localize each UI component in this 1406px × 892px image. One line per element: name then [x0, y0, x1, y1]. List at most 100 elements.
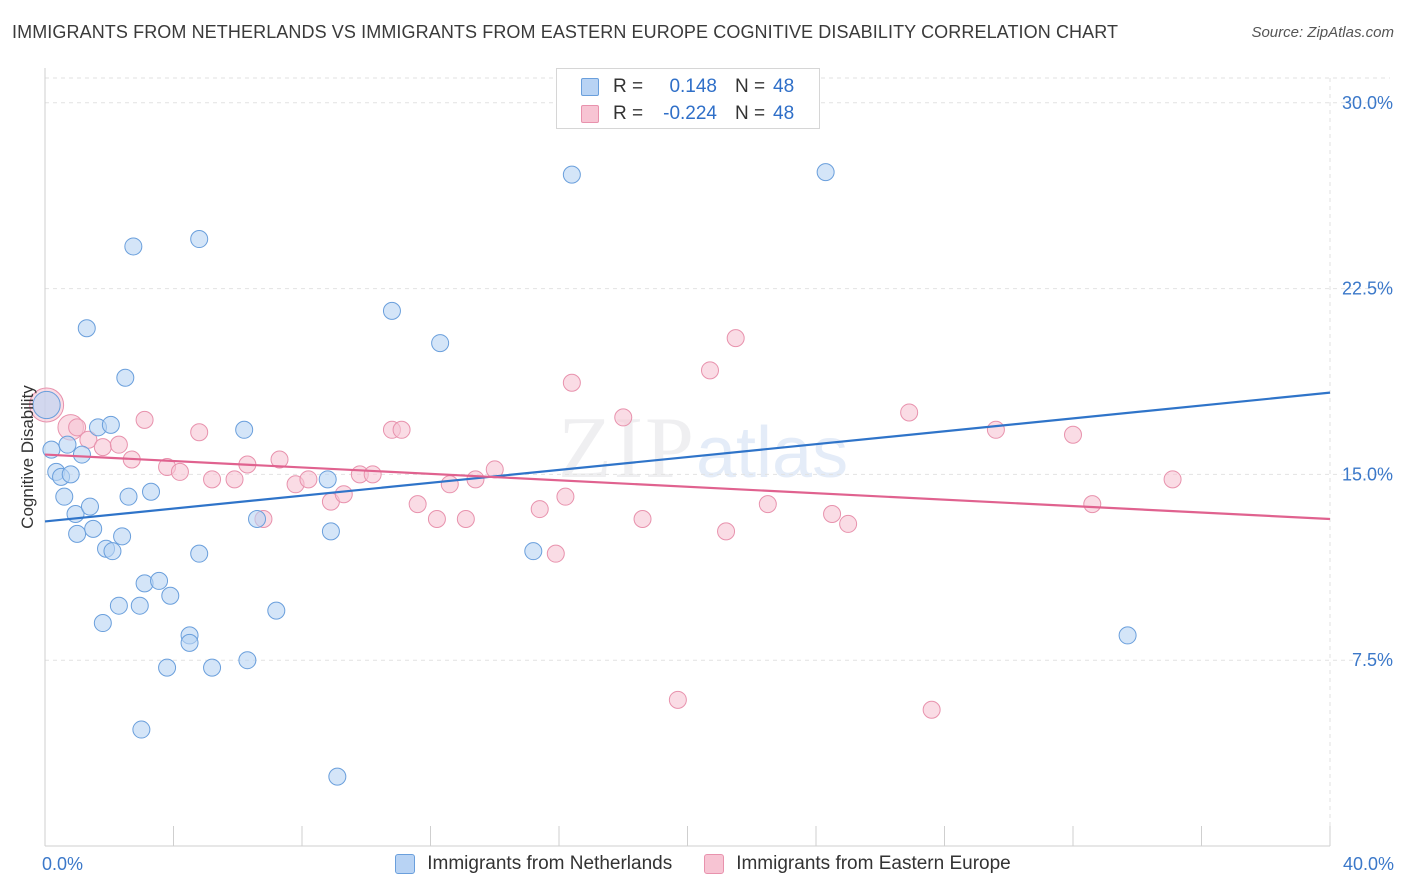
- source-label: Source: ZipAtlas.com: [1251, 24, 1394, 41]
- y-axis-label: Cognitive Disability: [18, 385, 37, 529]
- point-eastern-europe: [758, 495, 777, 514]
- point-eastern-europe: [270, 450, 289, 469]
- point-netherlands: [190, 544, 209, 563]
- legend-n-label: N =: [735, 103, 766, 124]
- point-netherlands: [142, 482, 161, 501]
- point-eastern-europe: [1064, 425, 1082, 444]
- point-eastern-europe: [68, 418, 87, 437]
- point-eastern-europe: [556, 487, 575, 506]
- point-netherlands: [328, 767, 347, 786]
- point-eastern-europe: [717, 522, 736, 541]
- point-netherlands: [161, 586, 180, 605]
- legend-row-netherlands: R = 0.148 N = 48: [581, 76, 794, 98]
- legend-r-value: 0.148: [669, 76, 717, 97]
- legend-r-label: R =: [613, 103, 644, 124]
- point-eastern-europe: [700, 361, 719, 380]
- point-netherlands: [132, 720, 151, 739]
- trend-line-netherlands: [44, 391, 1331, 523]
- correlation-legend: R = 0.148 N = 48 R = -0.224 N = 48: [556, 68, 820, 129]
- point-netherlands: [80, 497, 99, 516]
- series-legend-eastern-europe[interactable]: Immigrants from Eastern Europe: [704, 853, 1011, 875]
- point-netherlands: [119, 487, 138, 506]
- trend-layer: [44, 391, 1331, 523]
- point-eastern-europe: [726, 329, 745, 348]
- point-netherlands: [58, 435, 77, 454]
- legend-n-label: N =: [735, 76, 766, 97]
- point-netherlands: [235, 420, 254, 439]
- point-eastern-europe: [109, 435, 128, 454]
- point-eastern-europe: [922, 700, 941, 719]
- point-netherlands: [321, 522, 340, 541]
- point-netherlands: [113, 527, 132, 546]
- point-netherlands: [55, 487, 74, 506]
- y-tick-label: 7.5%: [1352, 650, 1393, 670]
- point-eastern-europe: [562, 373, 581, 392]
- point-eastern-europe: [363, 465, 382, 484]
- point-netherlands: [431, 334, 450, 353]
- point-eastern-europe: [203, 470, 222, 489]
- point-netherlands: [61, 465, 80, 484]
- point-eastern-europe: [986, 420, 1005, 439]
- point-netherlands: [116, 368, 135, 387]
- point-netherlands: [1118, 626, 1137, 645]
- y-tick-label: 22.5%: [1342, 279, 1393, 299]
- point-eastern-europe: [190, 423, 209, 442]
- point-netherlands: [267, 601, 286, 620]
- point-eastern-europe: [225, 470, 244, 489]
- point-netherlands: [190, 230, 209, 249]
- point-netherlands: [524, 542, 543, 561]
- point-eastern-europe: [614, 408, 633, 427]
- point-netherlands: [93, 614, 112, 633]
- point-netherlands: [203, 658, 222, 677]
- series-legend-netherlands[interactable]: Immigrants from Netherlands: [395, 853, 672, 875]
- legend-r-label: R =: [613, 76, 644, 97]
- point-eastern-europe: [408, 495, 427, 514]
- point-netherlands: [32, 390, 61, 420]
- point-eastern-europe: [440, 475, 459, 494]
- point-netherlands: [562, 165, 581, 184]
- point-netherlands: [124, 237, 143, 256]
- point-netherlands: [816, 163, 835, 182]
- point-eastern-europe: [334, 485, 353, 504]
- point-eastern-europe: [823, 505, 842, 524]
- point-netherlands: [109, 596, 128, 615]
- point-eastern-europe: [546, 544, 565, 563]
- point-eastern-europe: [427, 509, 446, 528]
- point-eastern-europe: [79, 430, 98, 449]
- legend-row-eastern-europe: R = -0.224 N = 48: [581, 103, 794, 125]
- legend-r-value: -0.224: [663, 103, 717, 124]
- point-netherlands: [77, 319, 96, 338]
- point-eastern-europe: [456, 509, 475, 528]
- point-eastern-europe: [839, 514, 858, 533]
- legend-n-value: 48: [773, 103, 795, 124]
- legend-n-value: 48: [773, 76, 795, 97]
- point-eastern-europe: [135, 410, 154, 429]
- point-netherlands: [84, 519, 103, 538]
- legend-swatch-netherlands: [581, 78, 599, 96]
- point-netherlands: [101, 415, 120, 434]
- point-eastern-europe: [900, 403, 919, 422]
- point-netherlands: [150, 571, 169, 590]
- series-legend: Immigrants from Netherlands Immigrants f…: [0, 851, 1406, 877]
- point-eastern-europe: [93, 438, 112, 457]
- point-eastern-europe: [392, 420, 411, 439]
- point-eastern-europe: [1083, 495, 1102, 514]
- point-netherlands: [158, 658, 177, 677]
- x-tick-label: 0.0%: [42, 854, 83, 874]
- series-label-netherlands: Immigrants from Netherlands: [427, 853, 673, 874]
- series-swatch-netherlands: [395, 854, 416, 874]
- point-eastern-europe: [530, 500, 549, 519]
- x-tick-label: 40.0%: [1343, 854, 1394, 874]
- point-netherlands: [318, 470, 337, 489]
- legend-swatch-eastern-europe: [581, 105, 599, 123]
- point-eastern-europe: [170, 462, 189, 481]
- axis-layer: [44, 68, 1331, 847]
- point-netherlands: [130, 596, 149, 615]
- series-swatch-eastern-europe: [704, 854, 725, 874]
- label-layer: 7.5% 15.0% 22.5% 30.0% 0.0% 40.0% Cognitive Di…: [18, 93, 1394, 874]
- y-tick-label: 15.0%: [1342, 464, 1393, 484]
- point-netherlands: [180, 633, 199, 652]
- chart-title: IMMIGRANTS FROM NETHERLANDS VS IMMIGRANT…: [12, 22, 1119, 42]
- y-tick-label: 30.0%: [1342, 93, 1393, 113]
